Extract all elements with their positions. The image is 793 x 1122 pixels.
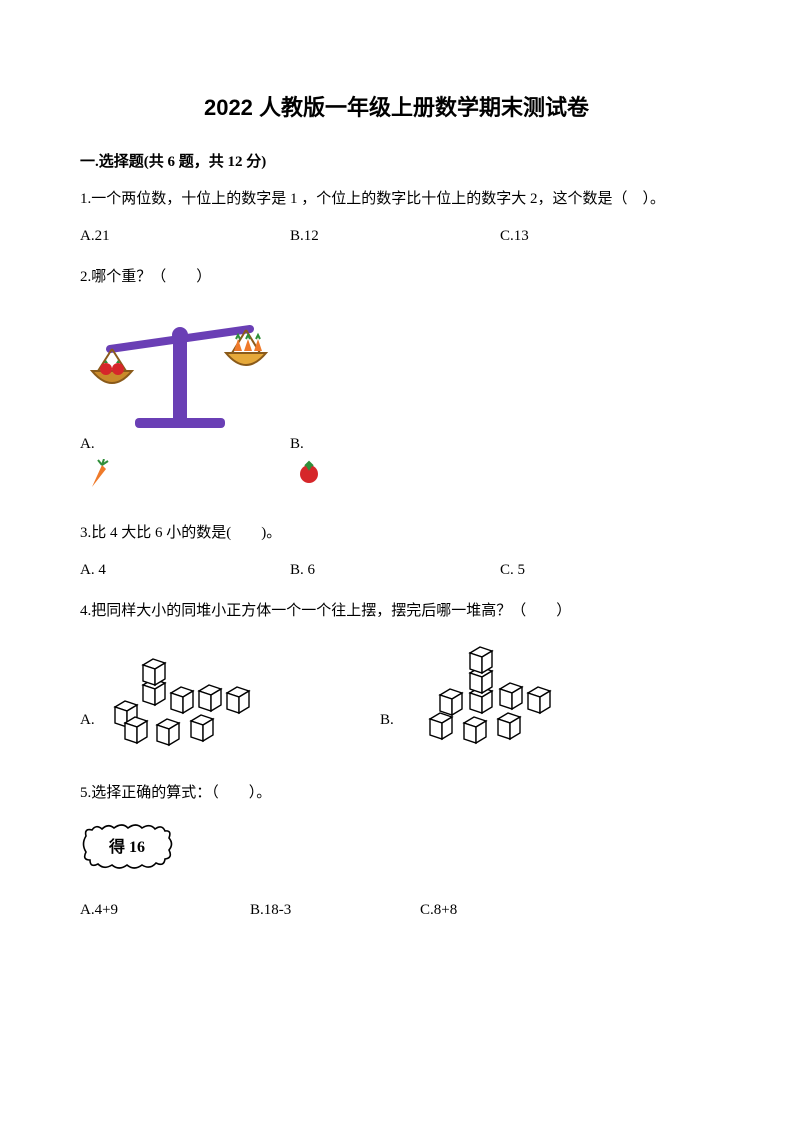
q5-options: A.4+9 B.18-3 C.8+8 bbox=[80, 902, 713, 919]
cubes-pile-b-icon bbox=[400, 639, 570, 749]
q5-option-a: A.4+9 bbox=[80, 902, 250, 919]
q2-option-a-label: A. bbox=[80, 436, 95, 453]
q1-options: A.21 B.12 C.13 bbox=[80, 228, 713, 245]
q2-option-b: B. bbox=[290, 436, 500, 485]
result-badge-icon: 得 16 bbox=[80, 822, 175, 872]
q1-option-a: A.21 bbox=[80, 228, 290, 245]
carrot-icon bbox=[86, 459, 112, 489]
q2-options: A. B. bbox=[80, 436, 713, 489]
page-title: 2022 人教版一年级上册数学期末测试卷 bbox=[80, 90, 713, 122]
q4-text: 4.把同样大小的同堆小正方体一个一个往上摆，摆完后哪一堆高？（ ） bbox=[80, 597, 713, 626]
badge-text: 得 16 bbox=[108, 837, 145, 856]
q4-option-a-label: A. bbox=[80, 712, 95, 749]
q3-option-b: B. 6 bbox=[290, 562, 500, 579]
balance-scale-icon bbox=[80, 305, 280, 430]
section-header: 一.选择题(共 6 题，共 12 分) bbox=[80, 150, 713, 171]
q3-option-a: A. 4 bbox=[80, 562, 290, 579]
q1-option-c: C.13 bbox=[500, 228, 710, 245]
q2-scale-diagram bbox=[80, 305, 713, 430]
q5-option-c: C.8+8 bbox=[420, 902, 590, 919]
tomato-icon bbox=[296, 459, 322, 485]
q3-text: 3.比 4 大比 6 小的数是( )。 bbox=[80, 519, 713, 548]
q3-option-c: C. 5 bbox=[500, 562, 710, 579]
q2-option-b-label: B. bbox=[290, 436, 304, 453]
q5-text: 5.选择正确的算式：（ ）。 bbox=[80, 779, 713, 808]
q1-text: 1.一个两位数，十位上的数字是 1 ，个位上的数字比十位上的数字大 2，这个数是… bbox=[80, 185, 713, 214]
q4-diagrams: A. B. bbox=[80, 639, 713, 749]
q2-option-a: A. bbox=[80, 436, 290, 489]
q5-option-b: B.18-3 bbox=[250, 902, 420, 919]
q5-badge: 得 16 bbox=[80, 822, 713, 872]
cubes-pile-a-icon bbox=[101, 649, 271, 749]
q4-option-b-label: B. bbox=[380, 712, 394, 749]
q1-option-b: B.12 bbox=[290, 228, 500, 245]
q2-text: 2.哪个重？（ ） bbox=[80, 263, 713, 292]
q3-options: A. 4 B. 6 C. 5 bbox=[80, 562, 713, 579]
